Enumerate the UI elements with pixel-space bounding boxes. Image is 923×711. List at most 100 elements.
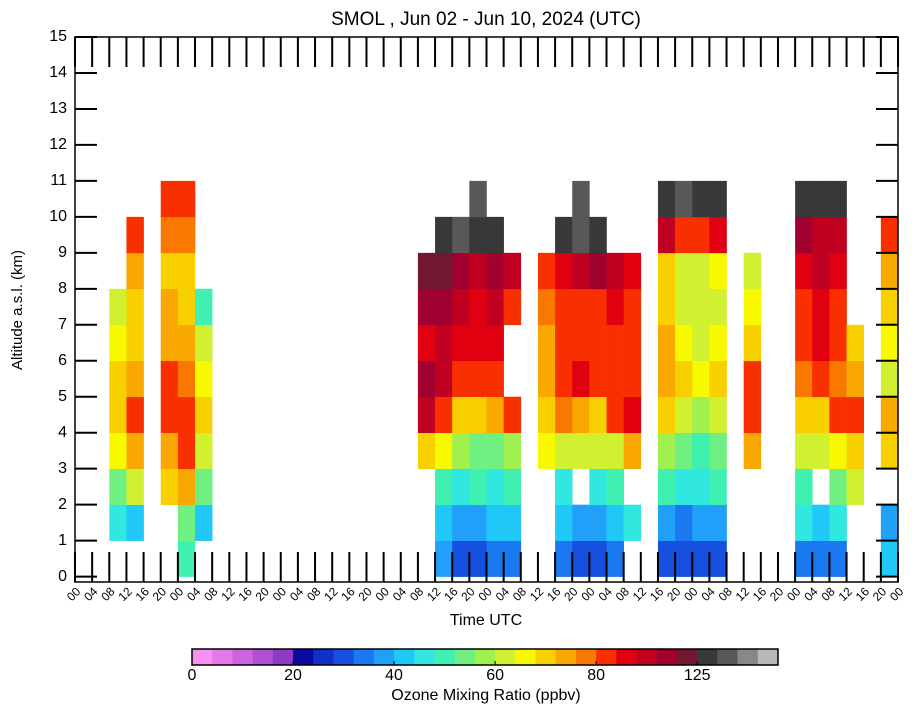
heatmap-cell	[503, 540, 522, 577]
heatmap-cell	[126, 504, 144, 541]
heatmap-cell	[589, 216, 607, 254]
heatmap-cell	[469, 216, 487, 254]
heatmap-cell	[160, 396, 179, 434]
colorbar-swatch	[515, 649, 536, 665]
heatmap-cell	[846, 468, 865, 505]
heatmap-cell	[795, 396, 813, 434]
heatmap-cell	[417, 288, 436, 326]
heatmap-cell	[623, 504, 642, 541]
heatmap-cell	[572, 432, 590, 469]
heatmap-cell	[880, 504, 899, 541]
heatmap-cell	[452, 504, 470, 541]
heatmap-cell	[589, 288, 607, 326]
heatmap-cell	[435, 288, 453, 326]
colorbar-swatch	[373, 649, 395, 665]
colorbar-tick-label: 125	[684, 667, 711, 684]
heatmap-cell	[195, 432, 213, 469]
heatmap-cell	[692, 468, 710, 505]
heatmap-cell	[195, 396, 213, 434]
heatmap-cell	[126, 468, 144, 505]
heatmap-cell	[160, 180, 179, 218]
heatmap-cell	[503, 288, 522, 326]
heatmap-cell	[469, 360, 487, 398]
heatmap-cell	[537, 324, 556, 362]
heatmap-cell	[572, 180, 590, 218]
heatmap-cell	[452, 540, 470, 577]
heatmap-cell	[795, 540, 813, 577]
heatmap-cell	[657, 396, 676, 434]
y-tick-label: 14	[49, 64, 67, 81]
heatmap-cell	[692, 180, 710, 218]
colorbar-frame	[191, 648, 779, 666]
heatmap-cell	[829, 216, 847, 254]
heatmap-cell	[555, 432, 573, 469]
heatmap-cell	[812, 396, 830, 434]
heatmap-cell	[795, 288, 813, 326]
heatmap-cell	[743, 360, 762, 398]
heatmap-cell	[195, 288, 213, 326]
heatmap-cell	[675, 540, 693, 577]
heatmap-cell	[829, 180, 847, 218]
heatmap-cell	[126, 324, 144, 362]
heatmap-cell	[795, 504, 813, 541]
heatmap-cell	[572, 540, 590, 577]
heatmap-cell	[486, 504, 504, 541]
heatmap-cell	[503, 468, 522, 505]
heatmap-cell	[880, 252, 899, 290]
heatmap-cell	[177, 252, 196, 290]
colorbar-swatch	[717, 649, 738, 665]
heatmap-cell	[623, 396, 642, 434]
heatmap-cell	[829, 432, 847, 469]
heatmap-cell	[435, 468, 453, 505]
heatmap-cell	[555, 288, 573, 326]
heatmap-cell	[126, 288, 144, 326]
heatmap-cell	[606, 360, 624, 398]
heatmap-cell	[795, 180, 813, 218]
heatmap-cell	[606, 324, 624, 362]
heatmap-cell	[555, 396, 573, 434]
heatmap-cell	[812, 540, 830, 577]
heatmap-cell	[537, 432, 556, 469]
heatmap-cell	[160, 216, 179, 254]
heatmap-cell	[846, 396, 865, 434]
heatmap-cell	[623, 432, 642, 469]
heatmap-cell	[572, 288, 590, 326]
heatmap-cell	[452, 216, 470, 254]
heatmap-cell	[177, 540, 196, 577]
heatmap-cell	[195, 504, 213, 541]
heatmap-cell	[589, 468, 607, 505]
heatmap-cell	[555, 324, 573, 362]
heatmap-cell	[435, 324, 453, 362]
heatmap-cell	[657, 288, 676, 326]
heatmap-cell	[692, 216, 710, 254]
y-tick-label: 0	[58, 568, 67, 585]
y-tick-label: 2	[58, 496, 67, 513]
y-tick-label: 4	[58, 424, 67, 441]
heatmap-cell	[743, 252, 762, 290]
heatmap-cell	[452, 432, 470, 469]
heatmap-cell	[606, 540, 624, 577]
heatmap-cell	[452, 468, 470, 505]
heatmap-cell	[486, 216, 504, 254]
heatmap-cell	[177, 360, 196, 398]
heatmap-cell	[606, 288, 624, 326]
heatmap-cell	[486, 432, 504, 469]
heatmap-cell	[435, 216, 453, 254]
y-axis-title: Altitude a.s.l. (km)	[9, 250, 26, 370]
heatmap-cell	[743, 288, 762, 326]
heatmap-cell	[486, 360, 504, 398]
heatmap-cell	[452, 396, 470, 434]
heatmap-cell	[469, 468, 487, 505]
heatmap-cell	[177, 324, 196, 362]
heatmap-cell	[572, 504, 590, 541]
heatmap-cell	[572, 252, 590, 290]
heatmap-cell	[692, 504, 710, 541]
heatmap-cell	[606, 432, 624, 469]
heatmap-cell	[109, 360, 127, 398]
heatmap-cell	[606, 468, 624, 505]
colorbar-swatch	[636, 649, 658, 665]
heatmap-cell	[812, 324, 830, 362]
heatmap-cell	[486, 288, 504, 326]
heatmap-cell	[160, 360, 179, 398]
